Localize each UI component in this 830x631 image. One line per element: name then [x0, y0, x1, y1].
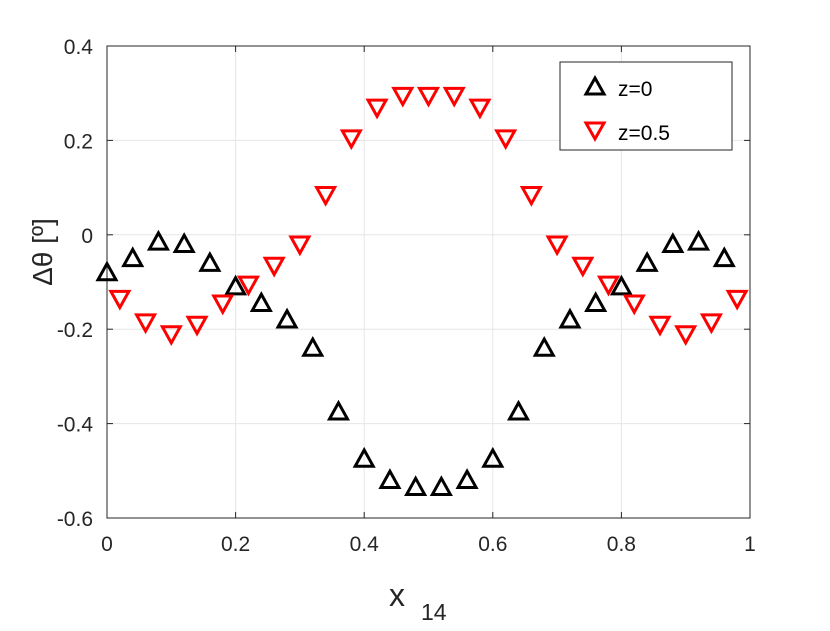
x-axis-label-subscript: 14 — [421, 599, 447, 625]
data-point — [545, 235, 569, 257]
data-point — [314, 185, 338, 207]
data-point — [648, 315, 672, 337]
data-point — [712, 246, 736, 268]
data-point — [609, 274, 633, 296]
legend-marker-z0 — [583, 74, 607, 96]
data-point — [301, 335, 325, 357]
x-tick-label: 0.2 — [221, 533, 250, 556]
y-tick-label: 0.4 — [64, 36, 94, 59]
data-point — [468, 98, 492, 120]
legend-label-z0: z=0 — [618, 78, 652, 101]
data-point — [571, 256, 595, 278]
data-point — [404, 475, 428, 497]
data-point — [661, 232, 685, 253]
data-point — [674, 325, 698, 347]
data-point — [121, 246, 145, 268]
data-point — [506, 399, 531, 421]
y-tick-labels: -0.6 -0.4 -0.2 0 0.2 0.4 — [57, 36, 94, 531]
legend-label-z05: z=0.5 — [618, 122, 670, 145]
data-point — [429, 475, 453, 497]
legend: z=0 z=0.5 — [559, 61, 733, 151]
data-point — [95, 260, 119, 282]
x-axis-label: x — [389, 577, 405, 613]
x-tick-label: 0.8 — [607, 533, 636, 556]
legend-marker-z05 — [583, 121, 607, 143]
data-point — [159, 325, 183, 347]
data-point — [622, 294, 646, 316]
series-z0 — [95, 229, 736, 497]
x-tick-label: 0.6 — [478, 533, 507, 556]
data-point — [249, 291, 273, 312]
data-point — [185, 315, 209, 337]
data-point — [211, 294, 235, 316]
data-point — [494, 129, 518, 151]
data-point — [365, 98, 389, 120]
data-point — [635, 251, 659, 272]
data-point — [416, 86, 441, 108]
data-point — [532, 335, 556, 357]
y-tick-label: -0.4 — [57, 414, 94, 437]
data-point — [699, 313, 723, 335]
data-point — [584, 291, 608, 312]
y-tick-label: -0.2 — [57, 319, 93, 342]
data-point — [288, 235, 312, 257]
x-tick-label: 1 — [744, 533, 756, 556]
legend-box — [559, 61, 733, 151]
axis-ticks — [106, 45, 751, 519]
data-point — [326, 399, 351, 421]
y-tick-label: 0.2 — [64, 130, 93, 153]
data-point — [108, 289, 132, 311]
y-axis-label: Δθ [º] — [27, 218, 58, 286]
x-tick-label: 0.4 — [350, 533, 380, 556]
data-point — [198, 251, 222, 272]
data-point — [236, 275, 261, 297]
data-point — [596, 275, 621, 297]
x-tick-label: 0 — [101, 533, 113, 556]
data-point — [725, 289, 749, 311]
data-point — [352, 446, 376, 468]
data-point — [378, 468, 402, 489]
data-point — [146, 229, 170, 251]
data-point — [275, 307, 299, 329]
data-markers — [95, 86, 749, 497]
data-point — [519, 185, 543, 207]
series-z05 — [108, 86, 749, 347]
y-tick-label: -0.6 — [57, 508, 93, 531]
data-point — [391, 86, 415, 108]
data-point — [558, 307, 582, 329]
data-point — [134, 313, 158, 335]
data-point — [262, 256, 286, 278]
y-tick-label: 0 — [81, 225, 93, 248]
x-tick-labels: 0 0.2 0.4 0.6 0.8 1 — [101, 533, 756, 556]
data-point — [339, 129, 363, 151]
data-point — [442, 86, 466, 108]
data-point — [687, 229, 711, 251]
data-point — [172, 232, 196, 253]
plot-frame — [106, 45, 751, 519]
data-point — [224, 274, 248, 296]
data-point — [481, 446, 505, 468]
data-point — [455, 468, 479, 489]
